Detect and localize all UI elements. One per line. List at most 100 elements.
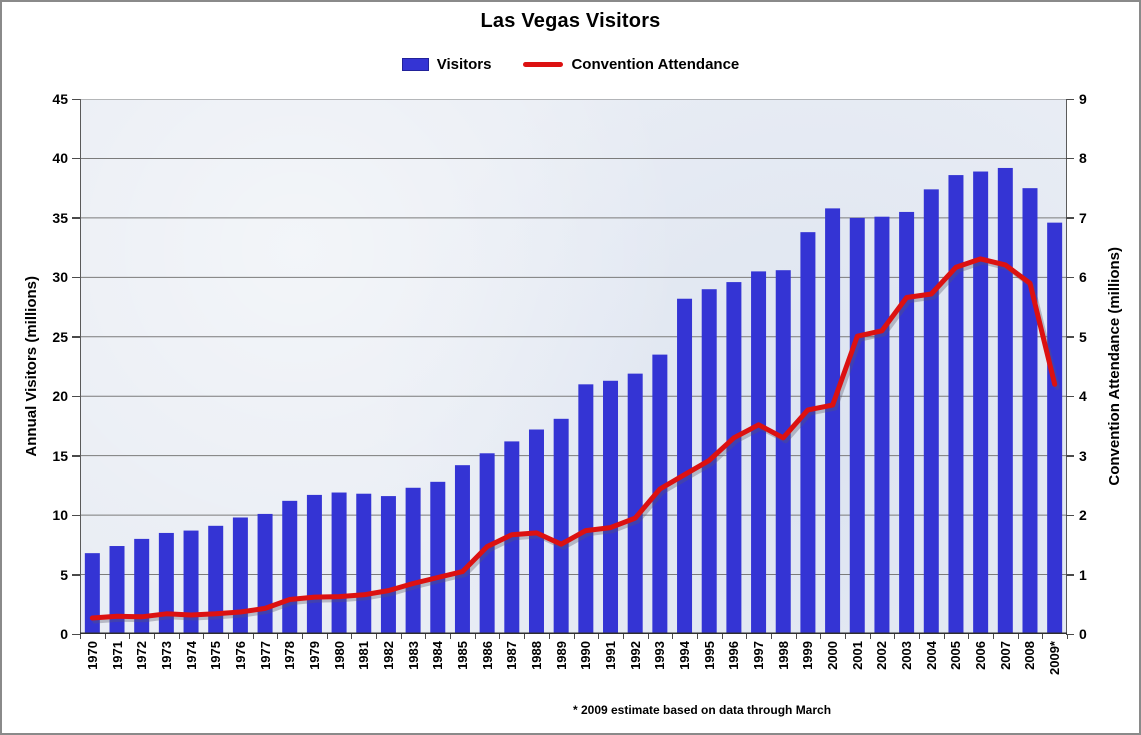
y-left-tick-mark <box>72 336 80 338</box>
bar-2000 <box>825 208 841 634</box>
bar-1980 <box>331 492 347 634</box>
x-tick-label-1980: 1980 <box>331 641 347 670</box>
x-tick-mark <box>968 634 970 639</box>
x-tick-label-1991: 1991 <box>603 641 618 670</box>
x-tick-mark <box>1067 634 1068 639</box>
bar-1974 <box>183 530 199 634</box>
y-right-tick-label-3: 3 <box>1079 447 1087 464</box>
bar-1987 <box>504 441 520 634</box>
y-left-tick-mark <box>72 217 80 219</box>
y-left-tick-mark <box>72 574 80 576</box>
x-tick-label-2004: 2004 <box>923 641 939 670</box>
legend-convention-label: Convention Attendance <box>571 56 740 73</box>
bar-1998 <box>775 270 791 634</box>
y-right-tick-mark <box>1066 276 1074 279</box>
x-tick-mark <box>425 634 427 639</box>
x-tick-label-1979: 1979 <box>306 641 322 670</box>
y-right-tick-label-9: 9 <box>1079 91 1087 107</box>
x-tick-mark <box>400 634 402 639</box>
x-tick-mark <box>746 634 748 639</box>
bar-1981 <box>356 493 372 634</box>
y-left-tick-label-5: 5 <box>60 566 68 583</box>
bar-1994 <box>677 298 693 634</box>
x-tick-label-1988: 1988 <box>528 641 544 670</box>
y-right-tick-mark <box>1066 574 1074 576</box>
bar-2001 <box>849 217 865 634</box>
bar-1976 <box>232 517 248 634</box>
x-tick-label-1971: 1971 <box>109 641 125 670</box>
y-left-tick-mark <box>72 633 80 635</box>
footnote: * 2009 estimate based on data through Ma… <box>572 703 832 717</box>
bar-1970 <box>84 553 100 634</box>
y-right-tick-mark <box>1066 98 1074 100</box>
y-left-tick-label-35: 35 <box>52 209 68 226</box>
x-tick-mark <box>302 634 304 639</box>
bar-1982 <box>380 496 396 634</box>
convention-attendance-line <box>89 256 1058 621</box>
x-tick-mark <box>770 634 772 639</box>
x-tick-label-1999: 1999 <box>800 641 816 670</box>
x-tick-label-2002: 2002 <box>874 641 890 670</box>
bar-2005 <box>948 175 964 634</box>
bar-1992 <box>627 373 643 634</box>
x-tick-mark <box>524 634 526 639</box>
x-tick-mark <box>252 634 254 639</box>
x-tick-label-1987: 1987 <box>504 641 520 670</box>
x-tick-mark <box>450 634 452 639</box>
x-tick-label-2001: 2001 <box>849 641 865 670</box>
x-tick-label-1972: 1972 <box>134 641 150 670</box>
bar-2006 <box>973 171 989 634</box>
bar-1993 <box>652 354 668 634</box>
legend-line-swatch-icon <box>523 62 564 67</box>
y-left-tick-mark <box>72 276 80 279</box>
x-tick-label-1974: 1974 <box>183 641 199 670</box>
y-right-tick-label-7: 7 <box>1079 209 1087 226</box>
x-tick-mark <box>178 634 180 639</box>
x-tick-mark <box>376 634 378 639</box>
legend-bar-swatch-icon <box>401 58 429 71</box>
y-right-tick-label-6: 6 <box>1079 269 1087 286</box>
bar-2002 <box>874 216 890 634</box>
bar-1986 <box>479 453 495 634</box>
x-tick-mark <box>474 634 476 639</box>
y-left-tick-mark <box>72 395 80 398</box>
x-tick-mark <box>795 634 797 639</box>
right-axis-title: Convention Attendance (millions) <box>1101 99 1127 634</box>
y-left-tick-mark <box>72 157 80 160</box>
x-tick-label-2008: 2008 <box>1022 641 1038 670</box>
bar-1990 <box>578 384 594 634</box>
y-left-tick-mark <box>72 514 80 517</box>
x-tick-label-1989: 1989 <box>553 641 569 670</box>
y-left-tick-label-20: 20 <box>52 388 68 405</box>
x-tick-label-1994: 1994 <box>677 641 693 670</box>
x-tick-label-1996: 1996 <box>726 641 742 670</box>
bar-1996 <box>726 282 742 634</box>
y-right-tick-mark <box>1066 395 1074 398</box>
bar-1991 <box>603 380 619 634</box>
x-tick-mark <box>228 634 230 639</box>
x-tick-label-2000: 2000 <box>825 641 841 670</box>
x-tick-mark <box>943 634 945 639</box>
y-right-tick-label-2: 2 <box>1079 507 1087 524</box>
y-left-tick-label-15: 15 <box>52 447 68 464</box>
legend-visitors-label: Visitors <box>436 56 492 73</box>
x-tick-label-1978: 1978 <box>282 641 298 670</box>
x-tick-mark <box>598 634 600 639</box>
x-tick-label-1977: 1977 <box>257 641 273 670</box>
y-left-tick-label-30: 30 <box>52 269 68 286</box>
x-tick-mark <box>672 634 674 639</box>
legend: Visitors Convention Attendance <box>2 56 1139 73</box>
x-tick-mark <box>647 634 649 639</box>
x-tick-label-1985: 1985 <box>454 641 470 670</box>
left-axis-title: Annual Visitors (millions) <box>18 99 44 634</box>
x-tick-mark <box>104 634 106 639</box>
bar-1973 <box>158 532 174 634</box>
bar-1997 <box>751 271 767 634</box>
plot-area <box>80 99 1067 634</box>
x-tick-label-1981: 1981 <box>356 641 372 670</box>
y-right-tick-label-8: 8 <box>1079 150 1087 167</box>
x-tick-label-1990: 1990 <box>578 641 594 670</box>
left-axis-title-text: Annual Visitors (millions) <box>22 276 40 457</box>
x-tick-label-1992: 1992 <box>627 641 643 670</box>
